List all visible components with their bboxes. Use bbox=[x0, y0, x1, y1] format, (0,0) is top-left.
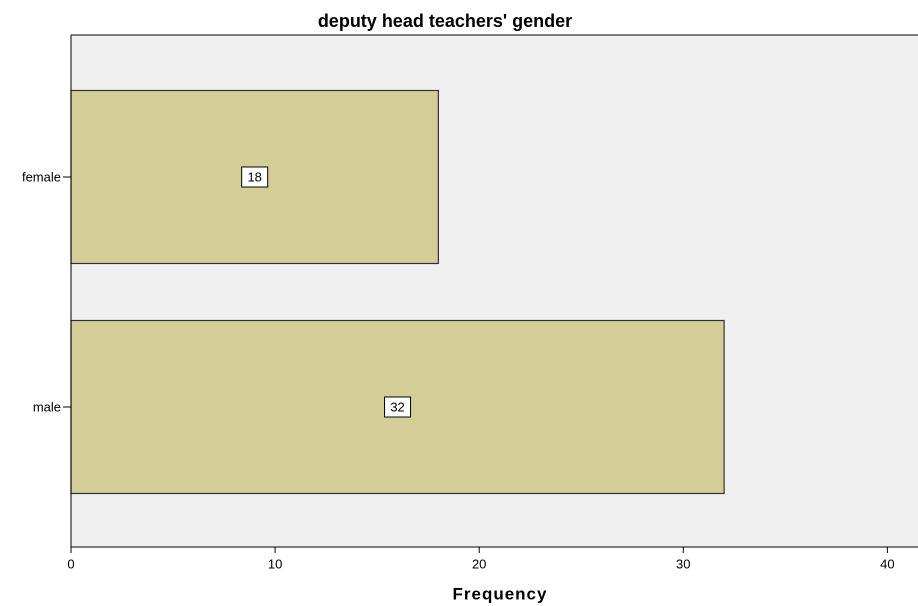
x-tick-label: 40 bbox=[880, 556, 894, 571]
y-tick-label: male bbox=[33, 399, 61, 414]
x-tick-label: 30 bbox=[676, 556, 690, 571]
bar bbox=[70, 89, 439, 265]
x-tick-label: 10 bbox=[268, 556, 282, 571]
value-label: 18 bbox=[247, 169, 261, 184]
value-label-box bbox=[384, 396, 412, 418]
y-tick-label: female bbox=[22, 169, 61, 184]
x-tick-label: 0 bbox=[67, 556, 74, 571]
chart-title: deputy head teachers' gender bbox=[318, 11, 572, 31]
value-label: 32 bbox=[390, 399, 404, 414]
x-axis-title: Frequency bbox=[453, 584, 548, 603]
x-tick-label: 20 bbox=[472, 556, 486, 571]
value-label-box bbox=[241, 166, 269, 188]
